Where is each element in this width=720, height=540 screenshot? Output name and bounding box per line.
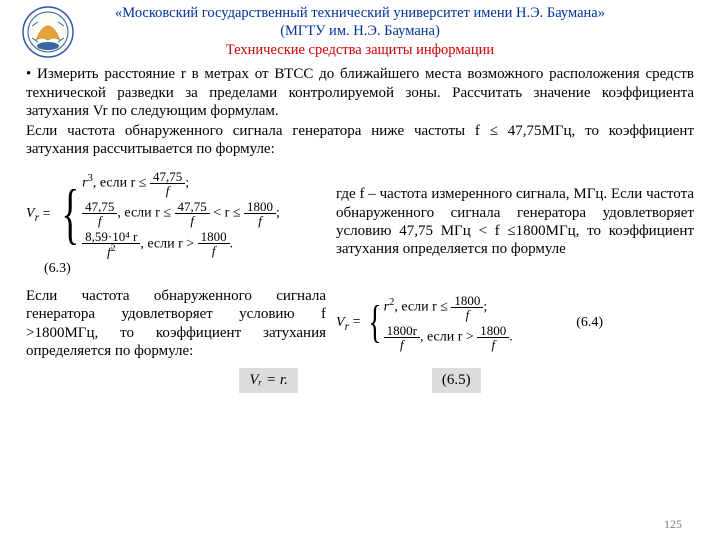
eqnum-6-3: (6.3) — [44, 261, 71, 276]
page-number: 125 — [664, 517, 682, 532]
formula-row-63: Vr = { r3, если r ≤ 47,75f; 47,75f, если… — [0, 159, 720, 277]
university-short: (МГТУ им. Н.Э. Баумана) — [0, 22, 720, 40]
formula-6-5-wrap: Vᵣ = r. (6.5) — [0, 368, 720, 393]
formula-row-64: Если частота обнаруженного сигнала генер… — [0, 277, 720, 360]
formula-6-5: Vᵣ = r. — [239, 368, 297, 393]
formula-6-3: Vr = { r3, если r ≤ 47,75f; 47,75f, если… — [26, 167, 326, 277]
paragraph-1: • Измерить расстояние r в метрах от ВТСС… — [0, 59, 720, 120]
left-paragraph: Если частота обнаруженного сигнала генер… — [26, 287, 336, 360]
university-name: «Московский государственный технический … — [0, 4, 720, 22]
header: «Московский государственный технический … — [0, 0, 720, 59]
university-logo — [22, 6, 74, 58]
paragraph-2: Если частота обнаруженного сигнала генер… — [0, 120, 720, 159]
course-title: Технические средства защиты информации — [0, 42, 720, 59]
eqnum-6-4: (6.4) — [576, 315, 603, 330]
eqnum-6-5: (6.5) — [432, 368, 481, 393]
side-paragraph: где f – частота измеренного сигнала, МГц… — [326, 185, 694, 258]
formula-6-4: Vr = { r2, если r ≤ 1800f; 1800rf, если … — [336, 287, 694, 354]
